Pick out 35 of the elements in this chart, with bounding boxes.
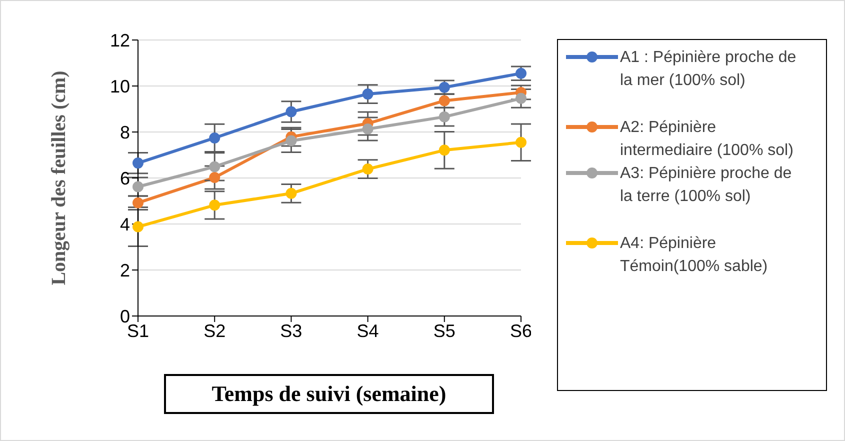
point bbox=[516, 68, 526, 79]
legend-label: A3: Pépinière proche de la terre (100% sol) bbox=[620, 164, 793, 207]
legend-label: A1 : Pépinière proche de la mer (100% sol) bbox=[620, 48, 798, 91]
point bbox=[209, 161, 220, 172]
x-tick-label: S3 bbox=[280, 320, 302, 341]
y-tick-label: 12 bbox=[110, 30, 130, 50]
legend-label: A2: Pépinière intermediaire (100% sol) bbox=[620, 118, 794, 161]
point bbox=[362, 88, 374, 100]
x-tick-label: S5 bbox=[433, 320, 456, 341]
y-tick-label: 10 bbox=[110, 76, 130, 96]
point bbox=[209, 172, 220, 184]
y-tick-label: 6 bbox=[120, 168, 130, 188]
point bbox=[286, 188, 297, 199]
point bbox=[438, 111, 450, 122]
x-tick-label: S4 bbox=[356, 320, 379, 341]
point bbox=[132, 158, 144, 169]
y-axis-title: Longeur des feuilles (cm) bbox=[48, 70, 70, 286]
point bbox=[209, 200, 220, 211]
point bbox=[132, 181, 144, 192]
point bbox=[438, 144, 450, 156]
point bbox=[286, 135, 297, 146]
point bbox=[362, 164, 374, 175]
y-tick-label: 8 bbox=[120, 122, 130, 142]
point bbox=[516, 92, 526, 104]
x-tick-label: S6 bbox=[510, 320, 532, 341]
x-tick-label: S2 bbox=[204, 320, 226, 341]
point bbox=[209, 132, 220, 144]
x-axis-title: Temps de suivi (semaine) bbox=[164, 374, 494, 414]
point bbox=[286, 106, 297, 118]
y-tick-label: 2 bbox=[120, 260, 130, 280]
point bbox=[516, 136, 526, 148]
point bbox=[362, 124, 374, 135]
legend-label: A4: Pépinière Témoin(100% sable) bbox=[620, 234, 769, 277]
y-tick-label: 4 bbox=[120, 214, 130, 234]
point bbox=[132, 221, 144, 232]
